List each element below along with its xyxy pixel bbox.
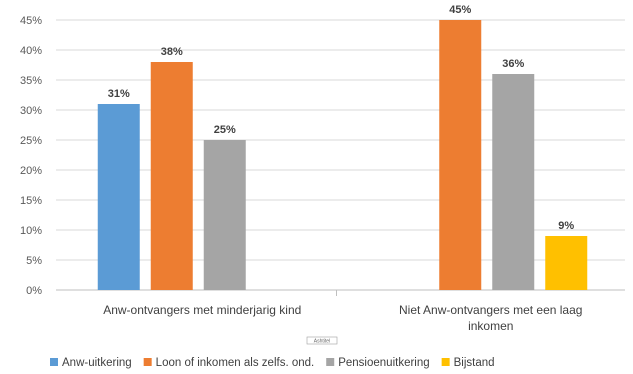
legend-entry: Anw-uitkering: [62, 357, 132, 369]
legend-entry: Bijstand: [454, 357, 495, 369]
y-axis: 0% 5% 10% 15% 20% 25% 30% 35% 40% 45%: [20, 15, 42, 297]
bars: [97, 20, 588, 290]
x-axis: Anw-ontvangers met minderjarig kind Niet …: [103, 290, 582, 345]
bar: [203, 140, 246, 290]
y-tick-label: 20%: [20, 165, 42, 177]
data-label: 25%: [214, 124, 236, 136]
data-label: 38%: [161, 46, 183, 58]
legend: Anw-uitkering Loon of inkomen als zelfs. …: [50, 357, 495, 369]
axis-title-box: [306, 336, 338, 345]
data-labels: 31% 38% 25% 45% 36% 9%: [108, 4, 575, 232]
data-label: 36%: [502, 58, 524, 70]
y-tick-label: 45%: [20, 15, 42, 27]
y-tick-label: 10%: [20, 225, 42, 237]
y-tick-label: 30%: [20, 105, 42, 117]
data-label: 45%: [449, 4, 471, 16]
axis-title-text: Ashtitel: [314, 339, 330, 345]
legend-entry: Pensioenuitkering: [338, 357, 429, 369]
y-tick-label: 25%: [20, 135, 42, 147]
bar: [545, 236, 588, 290]
legend-swatch: [326, 358, 335, 366]
gridlines: [56, 19, 625, 291]
x-category-label: Niet Anw-ontvangers met een laag: [399, 303, 582, 317]
y-tick-label: 40%: [20, 45, 42, 57]
y-tick-label: 35%: [20, 75, 42, 87]
y-tick-label: 5%: [26, 255, 42, 267]
legend-swatch: [50, 358, 58, 366]
bar: [150, 62, 193, 290]
x-category-label: inkomen: [468, 319, 513, 333]
bar: [97, 104, 140, 290]
bar: [492, 74, 535, 290]
data-label: 31%: [108, 88, 130, 100]
data-label: 9%: [558, 220, 574, 232]
x-category-label: Anw-ontvangers met minderjarig kind: [103, 303, 301, 317]
y-tick-label: 15%: [20, 195, 42, 207]
axis-title-placeholder: Ashtitel: [306, 336, 338, 345]
legend-entry: Loon of inkomen als zelfs. ond.: [156, 357, 315, 369]
legend-swatch: [441, 358, 450, 366]
y-tick-label: 0%: [26, 285, 42, 297]
legend-swatch: [143, 358, 152, 366]
bar: [439, 20, 482, 290]
